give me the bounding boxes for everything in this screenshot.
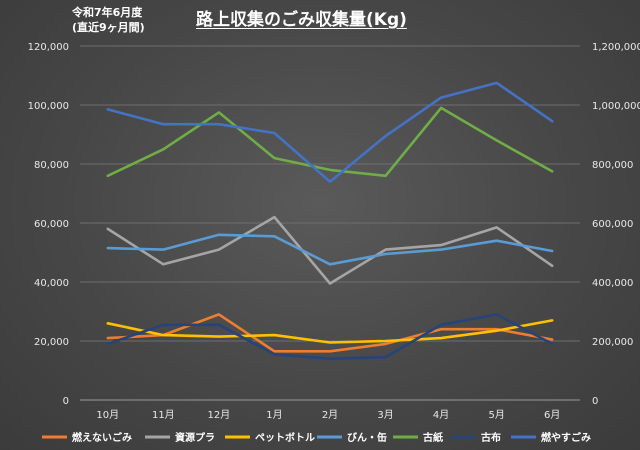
x-tick-label: 5月 [488,409,504,421]
chart-note-line-2: (直近9ヶ月間) [72,21,145,34]
y-tick-label-right: 600,000 [592,219,633,230]
x-tick-label: 2月 [322,409,338,421]
y-tick-label-right: 400,000 [592,278,633,289]
legend-label: 古布 [481,431,501,444]
chart-note-line-1: 令和7年6月度 [72,6,143,19]
chart-title: 路上収集のごみ収集量(Kg) [196,10,407,30]
x-tick-label: 3月 [377,409,393,421]
y-tick-label-left: 60,000 [34,219,69,230]
y-tick-label-left: 0 [63,396,69,407]
series-line [106,313,554,353]
legend-label: 燃えないごみ [72,431,132,444]
legend-label: 燃やすごみ [541,431,591,444]
legend-label: 資源プラ [175,431,215,444]
y-tick-label-left: 40,000 [34,278,69,289]
y-tick-label-left: 120,000 [28,42,69,53]
series-line [106,313,554,361]
legend-label: ペットボトル [255,431,315,444]
y-tick-label-right: 1,200,000 [592,42,640,53]
legend-label: びん・缶 [347,431,387,444]
x-tick-label: 1月 [266,409,282,421]
y-tick-label-right: 0 [592,396,598,407]
series-line [106,81,554,183]
y-tick-label-left: 80,000 [34,160,69,171]
y-tick-label-left: 20,000 [34,337,69,348]
series-line [106,319,554,344]
series-line [106,233,554,266]
y-tick-label-left: 100,000 [28,101,69,112]
x-tick-label: 4月 [433,409,449,421]
y-tick-label-right: 200,000 [592,337,633,348]
x-tick-label: 6月 [544,409,560,421]
y-tick-label-right: 800,000 [592,160,633,171]
y-tick-label-right: 1,000,000 [592,101,640,112]
series-line [106,106,554,178]
legend-label: 古紙 [423,431,443,444]
x-tick-label: 10月 [96,409,119,421]
x-tick-label: 11月 [152,409,175,421]
x-tick-label: 12月 [208,409,231,421]
series-line [106,215,554,285]
